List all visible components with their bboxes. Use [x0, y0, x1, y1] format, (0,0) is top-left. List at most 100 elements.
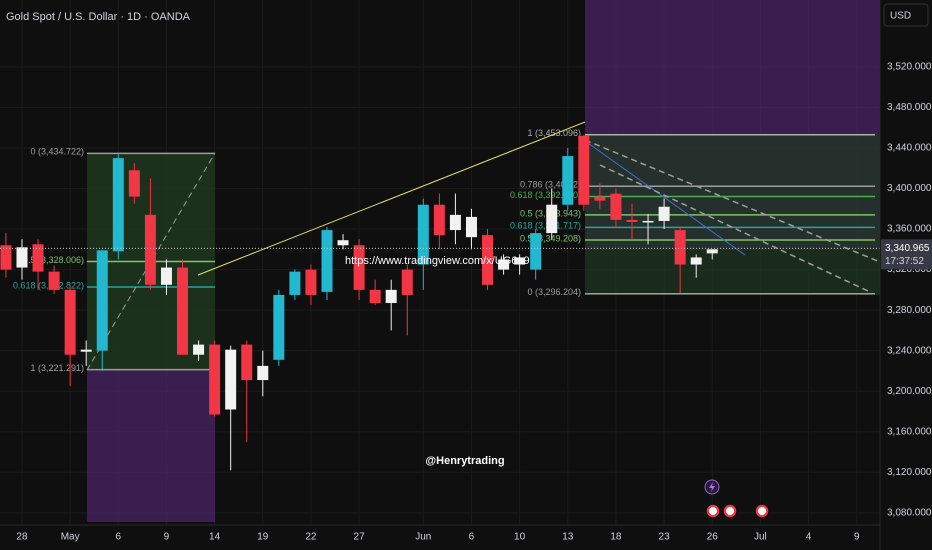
candle-body	[112, 158, 124, 252]
candle-body	[690, 257, 702, 265]
candle-body	[177, 267, 189, 355]
trend-line	[197, 121, 586, 276]
candle-body	[562, 156, 574, 205]
last-price-box	[881, 239, 932, 270]
y-tick-label: 3,240.000	[887, 345, 932, 356]
candle-body	[289, 271, 301, 295]
candle-body	[96, 250, 108, 351]
fib-label: 0.5 (3,328.006)	[23, 255, 84, 265]
candle-body	[706, 249, 718, 254]
y-tick-label: 3,400.000	[887, 183, 932, 194]
currency-button[interactable]	[883, 3, 929, 27]
candle-body	[385, 289, 397, 304]
candle-body	[209, 344, 221, 415]
candle-body	[305, 269, 317, 295]
candle-body	[257, 365, 269, 381]
x-tick-label: 6	[469, 532, 475, 543]
candle-body	[353, 245, 365, 290]
fib-label: 0 (3,296.204)	[527, 287, 581, 297]
x-tick-label: 4	[806, 532, 812, 543]
candle-body	[594, 196, 606, 201]
candle-body	[48, 271, 60, 290]
y-tick-label: 3,480.000	[887, 102, 932, 113]
fib-label: 0.5 (3,349.208)	[520, 233, 581, 243]
candle-body	[610, 193, 622, 220]
candle-body	[32, 244, 44, 272]
fib-label: 1 (3,453.096)	[527, 128, 581, 138]
fib-zone	[585, 133, 880, 295]
x-tick-label: 9	[164, 532, 170, 543]
candle-body	[64, 289, 76, 355]
x-tick-label: May	[61, 532, 80, 543]
candle-body	[465, 216, 477, 238]
watermark: https://www.tradingview.com/x/UG6e9	[345, 255, 530, 267]
candle-body	[241, 344, 253, 381]
events	[704, 479, 770, 519]
price-axis	[880, 0, 932, 550]
last-price-label: 3,340.965	[885, 243, 930, 254]
candle-body	[16, 247, 28, 268]
fib-label: 0.618 (3,302.822)	[13, 280, 84, 290]
x-tick-label: 6	[116, 532, 122, 543]
candle-body	[674, 230, 686, 265]
x-tick-label: 19	[257, 532, 269, 543]
candle-body	[193, 344, 205, 355]
x-tick-label: 14	[209, 532, 221, 543]
fib-label: 0 (3,434.722)	[30, 147, 84, 157]
time-zone	[87, 370, 215, 522]
y-tick-label: 3,080.000	[887, 507, 932, 518]
x-tick-label: Jul	[754, 532, 767, 543]
candle-body	[433, 204, 445, 236]
x-tick-label: 28	[16, 532, 28, 543]
x-tick-label: 23	[659, 532, 671, 543]
candle-body	[225, 349, 237, 410]
candle-body	[321, 230, 333, 292]
candle-body	[642, 220, 654, 223]
candle-body	[658, 206, 670, 221]
candle-body	[482, 235, 494, 285]
event-icon-glyph	[709, 482, 715, 492]
candle-body	[337, 240, 349, 246]
currency: USD	[890, 11, 911, 22]
x-tick-label: 26	[707, 532, 719, 543]
candle-body	[80, 349, 92, 352]
trend-line	[587, 142, 746, 256]
candle-body	[546, 204, 558, 234]
y-tick-label: 3,320.000	[887, 264, 932, 275]
x-tick-label: Jun	[415, 532, 431, 543]
candle-body	[273, 294, 285, 360]
candle-body	[449, 214, 461, 231]
x-tick-label: 10	[514, 532, 526, 543]
y-tick-label: 3,360.000	[887, 224, 932, 235]
candle-body	[578, 135, 590, 205]
candle-body	[530, 233, 542, 270]
candle-body	[369, 289, 381, 304]
y-tick-label: 3,160.000	[887, 426, 932, 437]
y-tick-label: 3,440.000	[887, 143, 932, 154]
y-tick-label: 3,280.000	[887, 305, 932, 316]
x-tick-label: 9	[854, 532, 860, 543]
candle-body	[498, 259, 510, 270]
x-tick-label: 13	[562, 532, 574, 543]
x-tick-label: 27	[354, 532, 366, 543]
chart-title: Gold Spot / U.S. Dollar · 1D · OANDA	[6, 11, 191, 23]
x-tick-label: 18	[610, 532, 622, 543]
event-icon-glyph	[726, 507, 734, 515]
fib-label: 0.618 (3,392.160)	[510, 190, 581, 200]
candle-body	[144, 214, 156, 285]
candles	[0, 134, 880, 471]
fib-label: 0.786 (3,402.2)	[520, 180, 581, 190]
y-tick-label: 3,520.000	[887, 62, 932, 73]
x-tick-label: 22	[305, 532, 317, 543]
projection-line	[584, 139, 881, 263]
axes: 3,080.000 3,120.000 3,160.000 3,200.000 3,24…	[16, 62, 932, 543]
candle-body	[401, 269, 413, 295]
candle-body	[417, 204, 429, 265]
fib-label: 1 (3,221.291)	[30, 363, 84, 373]
candle-body	[626, 219, 638, 222]
event-icon-glyph	[758, 507, 766, 515]
author: @Henrytrading	[425, 455, 504, 467]
candle-body	[0, 245, 12, 270]
